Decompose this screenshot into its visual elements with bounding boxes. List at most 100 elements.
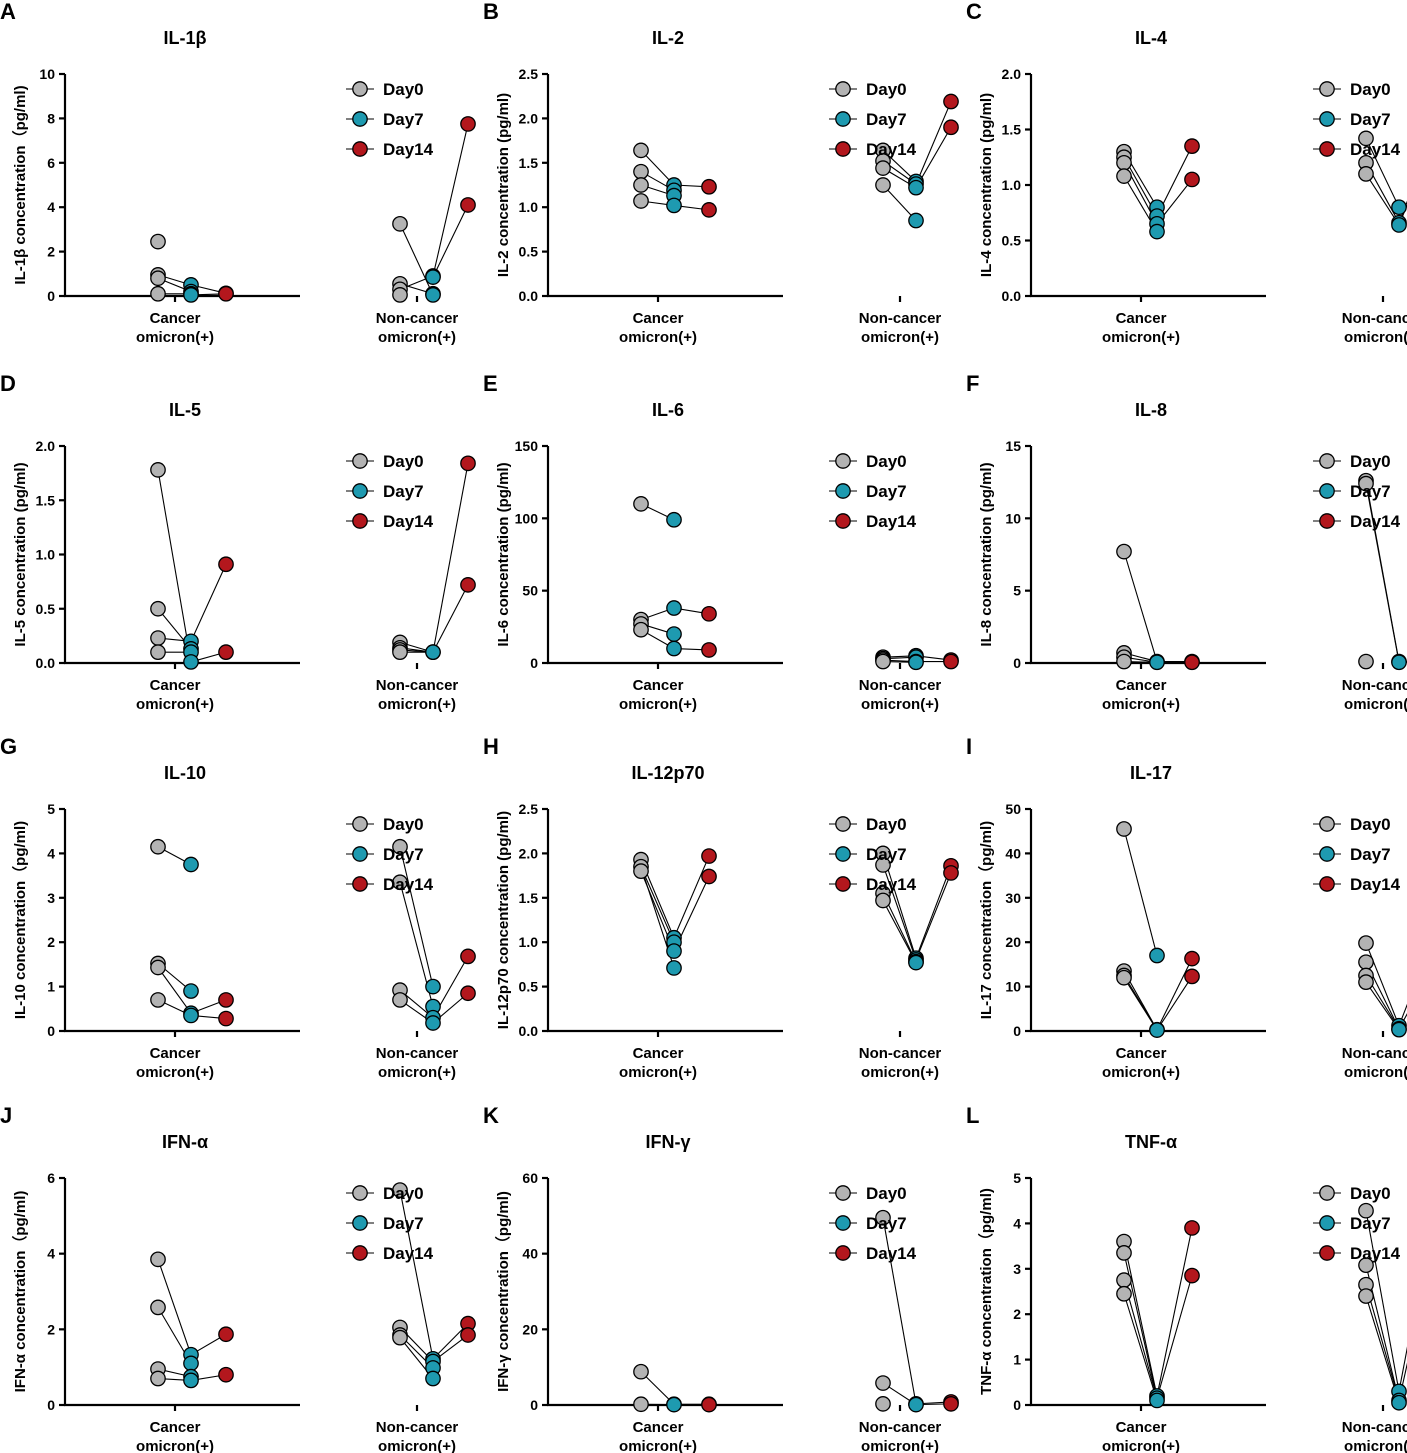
data-point-day0 bbox=[1358, 130, 1374, 147]
data-point-day7 bbox=[183, 983, 199, 999]
data-point-day7 bbox=[183, 1372, 199, 1389]
data-point-day14 bbox=[701, 868, 717, 885]
paired-line bbox=[1398, 1362, 1407, 1401]
data-point-day7 bbox=[908, 654, 924, 671]
data-point-day7 bbox=[666, 960, 682, 976]
y-tick-label: 1.5 bbox=[1002, 122, 1022, 138]
data-point-day0 bbox=[633, 863, 649, 880]
y-tick-label: 3 bbox=[1013, 1261, 1021, 1277]
y-axis-label: IL-10 concentration（pg/ml) bbox=[11, 821, 29, 1019]
y-tick-label: 1.5 bbox=[36, 492, 56, 508]
paired-line bbox=[882, 853, 917, 959]
data-point-day14 bbox=[1184, 968, 1200, 985]
legend-label: Day0 bbox=[1350, 815, 1391, 834]
paired-line bbox=[432, 123, 469, 277]
y-tick-label: 6 bbox=[47, 1170, 55, 1186]
data-point-day0 bbox=[392, 1329, 408, 1346]
data-point-day0 bbox=[392, 216, 408, 232]
y-tick-label: 1 bbox=[47, 979, 55, 995]
y-tick-label: 1.0 bbox=[36, 547, 56, 563]
panel-letter: G bbox=[0, 734, 17, 759]
x-category-label: Cancer omicron(+) bbox=[136, 677, 214, 713]
data-point-day14 bbox=[218, 644, 234, 661]
panel-letter: H bbox=[483, 734, 499, 759]
legend-label: Day0 bbox=[866, 1184, 907, 1203]
panel-letter: E bbox=[483, 371, 498, 396]
paired-line bbox=[399, 223, 434, 296]
panel-D: D IL-5 0.0 0.5 1.0 1.5 2.0 IL-5 concentration (… bbox=[0, 371, 476, 713]
data-point-day14 bbox=[1184, 1220, 1200, 1236]
panel-title: IL-5 bbox=[169, 400, 201, 420]
data-point-day14 bbox=[701, 1396, 717, 1413]
legend-label: Day14 bbox=[866, 140, 917, 159]
y-tick-label: 0.5 bbox=[1002, 233, 1022, 249]
data-point-day7 bbox=[1391, 217, 1407, 233]
data-point-day7 bbox=[183, 1007, 199, 1024]
paired-line bbox=[1123, 977, 1158, 1031]
y-axis-label: IL-1β concentration（pg/ml) bbox=[11, 85, 29, 284]
y-tick-label: 0.5 bbox=[36, 601, 56, 617]
data-point-day0 bbox=[1116, 543, 1132, 560]
paired-line bbox=[1365, 173, 1400, 226]
paired-line bbox=[882, 1217, 917, 1404]
legend-label: Day14 bbox=[383, 1244, 434, 1263]
legend-marker-day7 bbox=[835, 846, 851, 862]
paired-line bbox=[915, 872, 952, 961]
paired-line bbox=[1365, 1284, 1400, 1401]
data-point-day14 bbox=[460, 116, 476, 132]
legend-marker-day14 bbox=[1319, 513, 1335, 529]
legend-label: Day7 bbox=[1350, 1214, 1391, 1233]
legend-label: Day14 bbox=[383, 140, 434, 159]
paired-line bbox=[157, 967, 192, 1014]
paired-line bbox=[1365, 1295, 1400, 1403]
panel-B: B IL-2 0.0 0.5 1.0 1.5 2.0 2.5 IL-2 concentratio… bbox=[483, 0, 959, 346]
data-point-day0 bbox=[633, 496, 649, 512]
data-point-day14 bbox=[218, 1010, 234, 1027]
y-tick-label: 4 bbox=[47, 199, 55, 215]
data-point-day14 bbox=[943, 93, 959, 110]
y-tick-label: 100 bbox=[515, 510, 539, 526]
legend-marker-day14 bbox=[835, 1245, 851, 1261]
data-point-day0 bbox=[150, 270, 166, 287]
panel-title: IFN-α bbox=[162, 1132, 208, 1152]
panel-F: F IL-8 0 5 10 15 IL-8 concentration (pg/ml) Can… bbox=[966, 371, 1407, 713]
data-point-day14 bbox=[1184, 950, 1200, 967]
data-point-day0 bbox=[1116, 969, 1132, 986]
panel-title: IL-10 bbox=[164, 763, 206, 783]
paired-line bbox=[432, 463, 469, 653]
legend-marker-day7 bbox=[1319, 1215, 1335, 1231]
legend-marker-day14 bbox=[835, 876, 851, 892]
y-tick-label: 0 bbox=[1013, 1397, 1021, 1413]
paired-line bbox=[1156, 976, 1193, 1031]
panel-title: IL-8 bbox=[1135, 400, 1167, 420]
data-point-day0 bbox=[875, 892, 891, 909]
y-tick-label: 0.5 bbox=[519, 244, 539, 260]
legend-label: Day0 bbox=[383, 1184, 424, 1203]
y-tick-label: 2 bbox=[47, 934, 55, 950]
data-point-day0 bbox=[633, 142, 649, 159]
data-point-day0 bbox=[1358, 974, 1374, 991]
x-category-label: Cancer omicron(+) bbox=[1102, 1419, 1180, 1453]
data-point-day0 bbox=[1358, 935, 1374, 951]
data-point-day7 bbox=[1149, 654, 1165, 671]
data-point-day14 bbox=[701, 642, 717, 658]
data-point-day14 bbox=[460, 1327, 476, 1343]
y-axis-label: IFN-γ concentration（pg/ml) bbox=[494, 1191, 512, 1392]
legend-label: Day7 bbox=[866, 482, 907, 501]
legend-marker-day7 bbox=[352, 111, 368, 127]
paired-line bbox=[432, 584, 469, 653]
paired-line bbox=[1398, 1013, 1407, 1030]
x-category-label: Cancer omicron(+) bbox=[619, 1419, 697, 1453]
y-axis-label: IL-6 concentration (pg/ml) bbox=[495, 462, 512, 646]
data-point-day7 bbox=[425, 978, 441, 995]
data-point-day0 bbox=[1358, 653, 1374, 670]
paired-line bbox=[882, 900, 917, 963]
y-tick-label: 2 bbox=[47, 244, 55, 260]
data-point-day7 bbox=[666, 1396, 682, 1413]
data-point-day14 bbox=[943, 865, 959, 881]
data-point-day0 bbox=[150, 233, 166, 250]
data-point-day0 bbox=[150, 644, 166, 661]
data-point-day7 bbox=[666, 640, 682, 657]
